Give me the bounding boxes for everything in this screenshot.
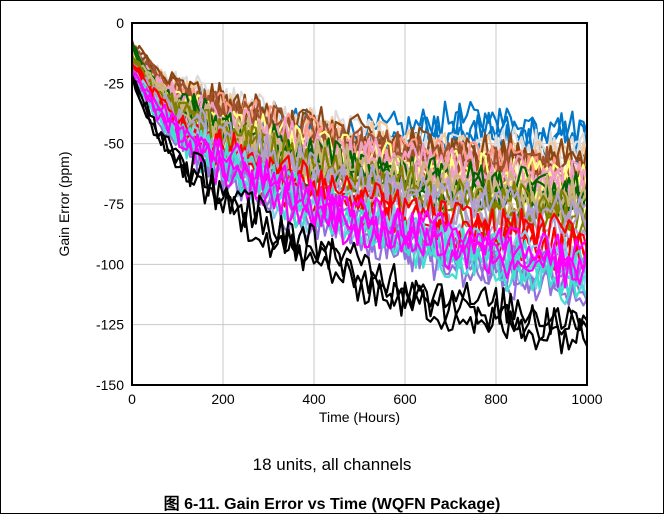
chart-subtitle: 18 units, all channels [252, 455, 412, 474]
x-tick-labels: 0 200 400 600 800 1000 [128, 391, 603, 407]
y-tick-labels: 0 -25 -50 -75 -100 -125 -150 [96, 15, 124, 393]
y-tick-label: 0 [116, 15, 124, 31]
series-line-53 [131, 75, 588, 332]
series-line-50 [130, 72, 588, 266]
x-tick-label: 1000 [571, 391, 602, 407]
x-tick-label: 0 [128, 391, 136, 407]
x-tick-label: 400 [302, 391, 326, 407]
figure-caption: 图 6-11. Gain Error vs Time (WQFN Package… [163, 496, 501, 513]
series-line-46 [131, 75, 589, 298]
chart-area: 0 200 400 600 800 1000 0 -25 -50 -75 -100 -125 -150… [56, 15, 603, 425]
y-axis-label: Gain Error (ppm) [56, 151, 72, 256]
y-tick-label: -100 [96, 256, 124, 272]
series-line-29 [131, 58, 589, 213]
x-axis-label: Time (Hours) [319, 409, 400, 425]
y-tick-label: -75 [104, 196, 124, 212]
x-tick-label: 800 [484, 391, 508, 407]
plot-border [131, 22, 588, 386]
x-tick-label: 600 [393, 391, 417, 407]
series-lines [130, 40, 589, 355]
y-tick-label: -150 [96, 377, 124, 393]
y-tick-label: -25 [104, 75, 124, 91]
y-tick-label: -125 [96, 317, 124, 333]
y-tick-label: -50 [104, 136, 124, 152]
series-line-49 [130, 69, 589, 281]
x-tick-label: 200 [211, 391, 235, 407]
